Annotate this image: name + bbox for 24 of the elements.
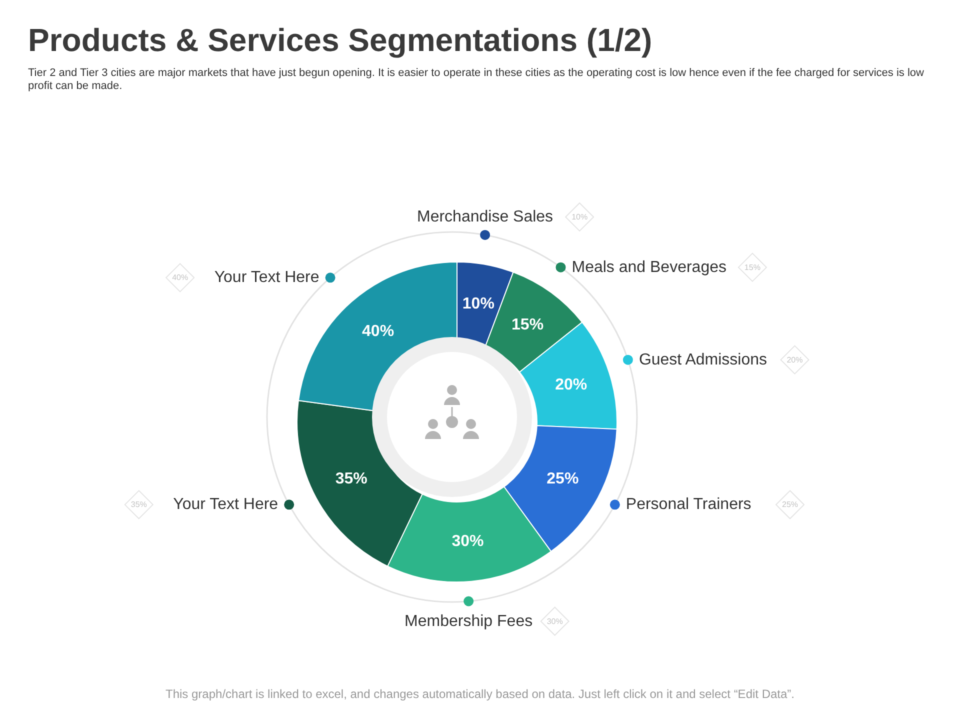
slice-label: Merchandise Sales (416, 208, 554, 226)
legend-label: Your Text Here (173, 496, 278, 514)
slice-label: Meals and Beverages (572, 258, 727, 276)
data-label: 20% (555, 376, 588, 394)
data-label: 25% (546, 470, 579, 488)
data-label: 15% (512, 316, 544, 334)
data-label: 10% (462, 295, 494, 312)
text: 25% (782, 500, 798, 510)
legend-label: Your Text Here (214, 269, 320, 286)
data-label: 40% (362, 323, 394, 340)
slice-label: Personal Trainers (626, 496, 752, 514)
data-label: 30% (452, 533, 484, 550)
slice-label: Guest Admissions (638, 351, 768, 368)
text: 35% (130, 500, 147, 510)
slice-label: Membership Fees (404, 612, 533, 630)
text: 20% (786, 355, 803, 364)
text: This graph/chart is linked to excel, and changes automatically based on data. Just left click on it and select “Edit Data”. (164, 687, 796, 701)
data-label: 35% (335, 470, 368, 488)
text: 10% (572, 212, 588, 222)
text: 15% (744, 262, 760, 272)
text: 30% (546, 616, 563, 626)
text: 40% (172, 273, 188, 282)
chart-subtitle: Tier 2 and Tier 3 cities are major markets that have just begun opening. It is easier to operate in these cities as the operating cost is low hence even if the fee charged for services is low profit can be made. (27, 66, 925, 93)
chart-title: Products & Services Segmentations (1/2) (27, 21, 654, 59)
